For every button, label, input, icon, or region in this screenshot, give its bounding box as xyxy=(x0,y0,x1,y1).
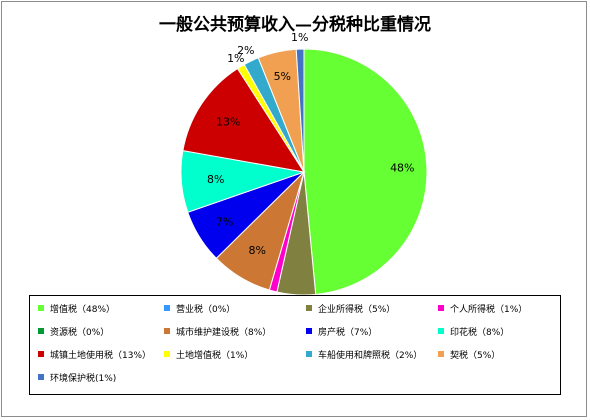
slice-12 xyxy=(295,48,305,173)
legend-label: 环境保护税(1%) xyxy=(50,373,117,384)
legend-item-0: 增值税（48%） xyxy=(38,301,115,315)
legend-swatch xyxy=(38,328,44,334)
slice-8-label: 13% xyxy=(216,116,240,129)
slice-5-label: 8% xyxy=(248,244,265,257)
slice-11-label: 5% xyxy=(274,70,291,83)
slice-0-label: 48% xyxy=(390,161,414,174)
legend-swatch xyxy=(438,328,444,334)
legend-item-10: 车船使用和牌照税（2%） xyxy=(306,347,422,361)
legend-swatch xyxy=(164,351,170,357)
legend-item-4: 资源税（0%） xyxy=(38,324,109,338)
legend-swatch xyxy=(164,305,170,311)
legend-item-11: 契税（5%） xyxy=(438,347,500,361)
slice-9-label: 1% xyxy=(227,52,244,65)
legend-item-9: 土地增值税（1%） xyxy=(164,347,253,361)
slice-6-label: 7% xyxy=(216,215,233,228)
legend-swatch xyxy=(38,351,44,357)
legend-label: 企业所得税（5%） xyxy=(318,304,396,315)
slice-12-label: 1% xyxy=(291,31,308,44)
legend-label: 资源税（0%） xyxy=(50,327,110,338)
chart-legend: 增值税（48%） 营业税（0%） 企业所得税（5%） 个人所得税（1%） 资源税（0%）… xyxy=(29,295,561,395)
legend-label: 城市维护建设税（8%） xyxy=(176,327,272,338)
legend-label: 印花税（8%） xyxy=(450,327,510,338)
legend-label: 契税（5%） xyxy=(450,350,501,361)
legend-swatch xyxy=(306,305,312,311)
legend-label: 车船使用和牌照税（2%） xyxy=(318,350,423,361)
legend-swatch xyxy=(438,351,444,357)
legend-swatch xyxy=(38,374,44,380)
chart-title: 一般公共预算收入—分税种比重情况 xyxy=(159,15,431,35)
legend-swatch xyxy=(306,351,312,357)
legend-swatch xyxy=(38,305,44,311)
legend-item-3: 个人所得税（1%） xyxy=(438,301,527,315)
legend-label: 个人所得税（1%） xyxy=(450,304,528,315)
legend-swatch xyxy=(438,305,444,311)
legend-item-6: 房产税（7%） xyxy=(306,324,377,338)
legend-label: 增值税（48%） xyxy=(50,304,116,315)
legend-item-2: 企业所得税（5%） xyxy=(306,301,395,315)
legend-label: 土地增值税（1%） xyxy=(176,350,254,361)
legend-label: 房产税（7%） xyxy=(318,327,378,338)
legend-item-12: 环境保护税(1%) xyxy=(38,370,116,384)
slice-10-label: 2% xyxy=(237,44,254,57)
legend-item-1: 营业税（0%） xyxy=(164,301,235,315)
legend-item-7: 印花税（8%） xyxy=(438,324,509,338)
slice-7-label: 8% xyxy=(207,173,224,186)
legend-item-5: 城市维护建设税（8%） xyxy=(164,324,271,338)
pie-slices xyxy=(180,48,428,296)
legend-label: 城镇土地使用税（13%） xyxy=(50,350,152,361)
legend-swatch xyxy=(164,328,170,334)
slice-0 xyxy=(303,48,428,295)
slice-8 xyxy=(182,67,306,173)
legend-swatch xyxy=(306,328,312,334)
legend-label: 营业税（0%） xyxy=(176,304,236,315)
legend-item-8: 城镇土地使用税（13%） xyxy=(38,347,151,361)
